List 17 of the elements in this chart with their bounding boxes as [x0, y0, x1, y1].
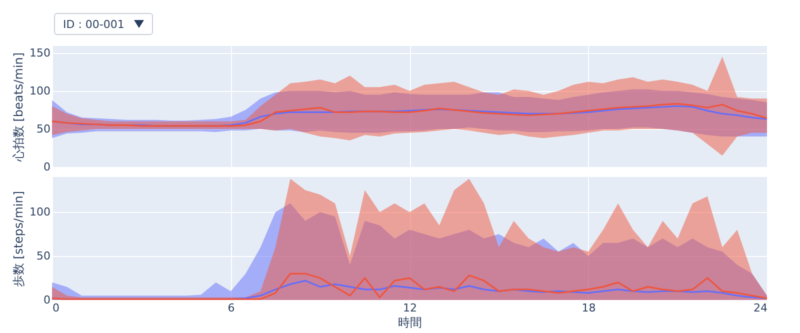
line-series [52, 272, 767, 300]
dropdown: ID : 00-001 [54, 13, 154, 35]
y-tick-label: 100 [30, 206, 50, 219]
y-tick-label: 50 [36, 250, 50, 263]
x-tick-label: 18 [582, 302, 596, 314]
x-tick-label: 6 [228, 302, 235, 314]
x-axis-title: 時間 [398, 316, 422, 330]
x-tick-label: 0 [52, 302, 60, 314]
x-tick-label: 12 [403, 302, 417, 314]
y-tick-label: 150 [30, 46, 50, 60]
y-tick-label: 0 [44, 294, 50, 306]
y-tick-label: 100 [30, 84, 50, 98]
y-axis-title: 歩数 [steps/min] [12, 190, 26, 288]
y-tick-label: 50 [36, 122, 50, 136]
x-tick-label: 24 [754, 302, 768, 314]
y-axis-title: 心拍数 [beats/min] [12, 52, 26, 163]
y-tick-label: 0 [44, 160, 50, 174]
